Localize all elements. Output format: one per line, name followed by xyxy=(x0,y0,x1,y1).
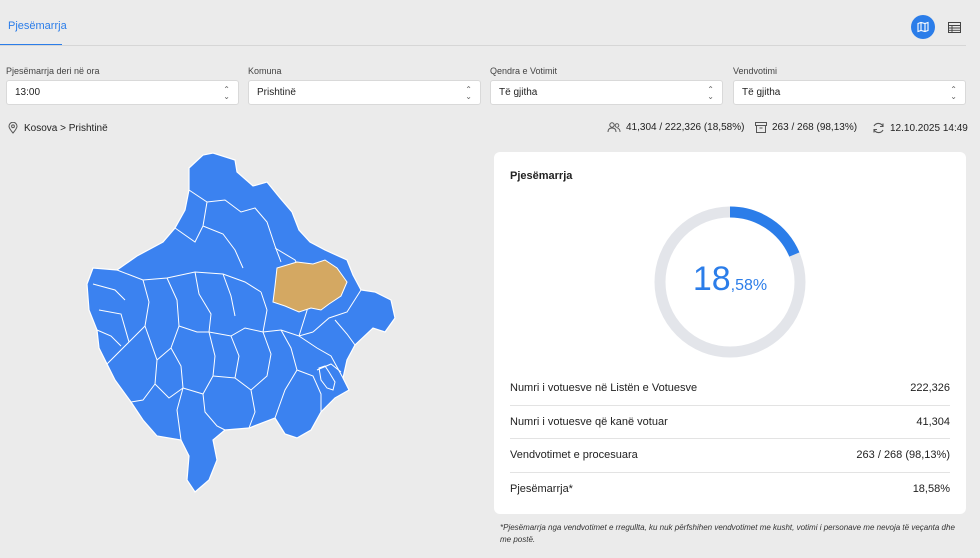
chevron-up-down-icon: ⌃ ⌄ xyxy=(465,84,472,101)
center-select-value: Të gjitha xyxy=(499,87,538,98)
map-region-prishtine[interactable] xyxy=(272,259,348,313)
stat-label: Numri i votuesve që kanë votuar xyxy=(510,415,668,428)
turnout-percent-fraction: ,58% xyxy=(730,277,768,294)
turnout-donut xyxy=(654,206,806,358)
filter-time: Pjesëmarrja deri në ora 13:00 ⌃ ⌄ xyxy=(6,66,239,105)
time-select-value: 13:00 xyxy=(15,87,41,98)
center-select[interactable]: Të gjitha ⌃ ⌄ xyxy=(490,80,723,105)
chevron-up-down-icon: ⌃ ⌄ xyxy=(950,84,957,101)
stat-row-turnout: Pjesëmarrja* 18,58% xyxy=(510,473,950,507)
header-divider xyxy=(0,45,966,46)
card-title: Pjesëmarrja xyxy=(510,170,573,182)
stations-stat: 263 / 268 (98,13%) xyxy=(755,122,857,133)
stat-row-processed: Vendvotimet e procesuara 263 / 268 (98,1… xyxy=(510,439,950,473)
donut-progress-arc xyxy=(729,206,800,257)
breadcrumb: Kosova > Prishtinë xyxy=(8,122,108,134)
filter-station: Vendvotimi Të gjitha ⌃ ⌄ xyxy=(733,66,966,105)
stat-label: Pjesëmarrja* xyxy=(510,483,573,496)
refresh-icon xyxy=(873,122,884,134)
stat-value: 222,326 xyxy=(910,382,950,395)
kosovo-map[interactable] xyxy=(85,150,400,495)
municipality-select[interactable]: Prishtinë ⌃ ⌄ xyxy=(248,80,481,105)
users-icon xyxy=(607,122,621,133)
chevron-up-down-icon: ⌃ ⌄ xyxy=(707,84,714,101)
filter-center: Qendra e Votimit Të gjitha ⌃ ⌄ xyxy=(490,66,723,105)
stat-label: Numri i votuesve në Listën e Votuesve xyxy=(510,382,698,395)
filter-municipality: Komuna Prishtinë ⌃ ⌄ xyxy=(248,66,481,105)
kosovo-map-outline xyxy=(86,152,396,493)
stat-value: 18,58% xyxy=(912,483,950,496)
filter-time-label: Pjesëmarrja deri në ora xyxy=(6,66,100,76)
map-view-button[interactable] xyxy=(911,15,935,39)
turnout-card: Pjesëmarrja 18,58% Numri i votuesve në L… xyxy=(494,152,966,514)
location-pin-icon xyxy=(8,122,18,134)
filter-station-label: Vendvotimi xyxy=(733,66,778,76)
stat-value: 263 / 268 (98,13%) xyxy=(856,449,950,462)
turnout-percent-whole: 18 xyxy=(692,260,731,298)
stations-stat-text: 263 / 268 (98,13%) xyxy=(772,122,858,133)
station-select-value: Të gjitha xyxy=(742,87,781,98)
turnout-stats-list: Numri i votuesve në Listën e Votuesve 22… xyxy=(510,372,950,506)
station-select[interactable]: Të gjitha ⌃ ⌄ xyxy=(733,80,966,105)
table-view-button[interactable] xyxy=(942,15,966,39)
voters-stat: 41,304 / 222,326 (18,58%) xyxy=(607,122,744,133)
voters-stat-text: 41,304 / 222,326 (18,58%) xyxy=(626,122,745,133)
turnout-percent: 18,58% xyxy=(652,260,808,299)
map-lake xyxy=(318,365,336,391)
chevron-up-down-icon: ⌃ ⌄ xyxy=(223,84,230,101)
time-select[interactable]: 13:00 ⌃ ⌄ xyxy=(6,80,239,105)
updated-stat: 12.10.2025 14:49 xyxy=(872,122,968,134)
filter-municipality-label: Komuna xyxy=(248,66,282,76)
table-icon xyxy=(947,21,961,33)
filter-center-label: Qendra e Votimit xyxy=(490,66,558,76)
stat-value: 41,304 xyxy=(916,415,950,428)
municipality-select-value: Prishtinë xyxy=(257,87,296,98)
stat-label: Vendvotimet e procesuara xyxy=(510,449,638,462)
top-bar: Pjesëmarrja xyxy=(0,0,980,46)
breadcrumb-text[interactable]: Kosova > Prishtinë xyxy=(24,122,108,134)
tab-turnout[interactable]: Pjesëmarrja xyxy=(8,20,67,32)
map-icon xyxy=(917,21,929,33)
archive-icon xyxy=(755,122,767,133)
updated-stat-text: 12.10.2025 14:49 xyxy=(890,122,968,134)
stat-row-registered: Numri i votuesve në Listën e Votuesve 22… xyxy=(510,372,950,406)
stat-row-voted: Numri i votuesve që kanë votuar 41,304 xyxy=(510,406,950,439)
footnote: *Pjesëmarrja nga vendvotimet e rregullta… xyxy=(500,523,955,544)
